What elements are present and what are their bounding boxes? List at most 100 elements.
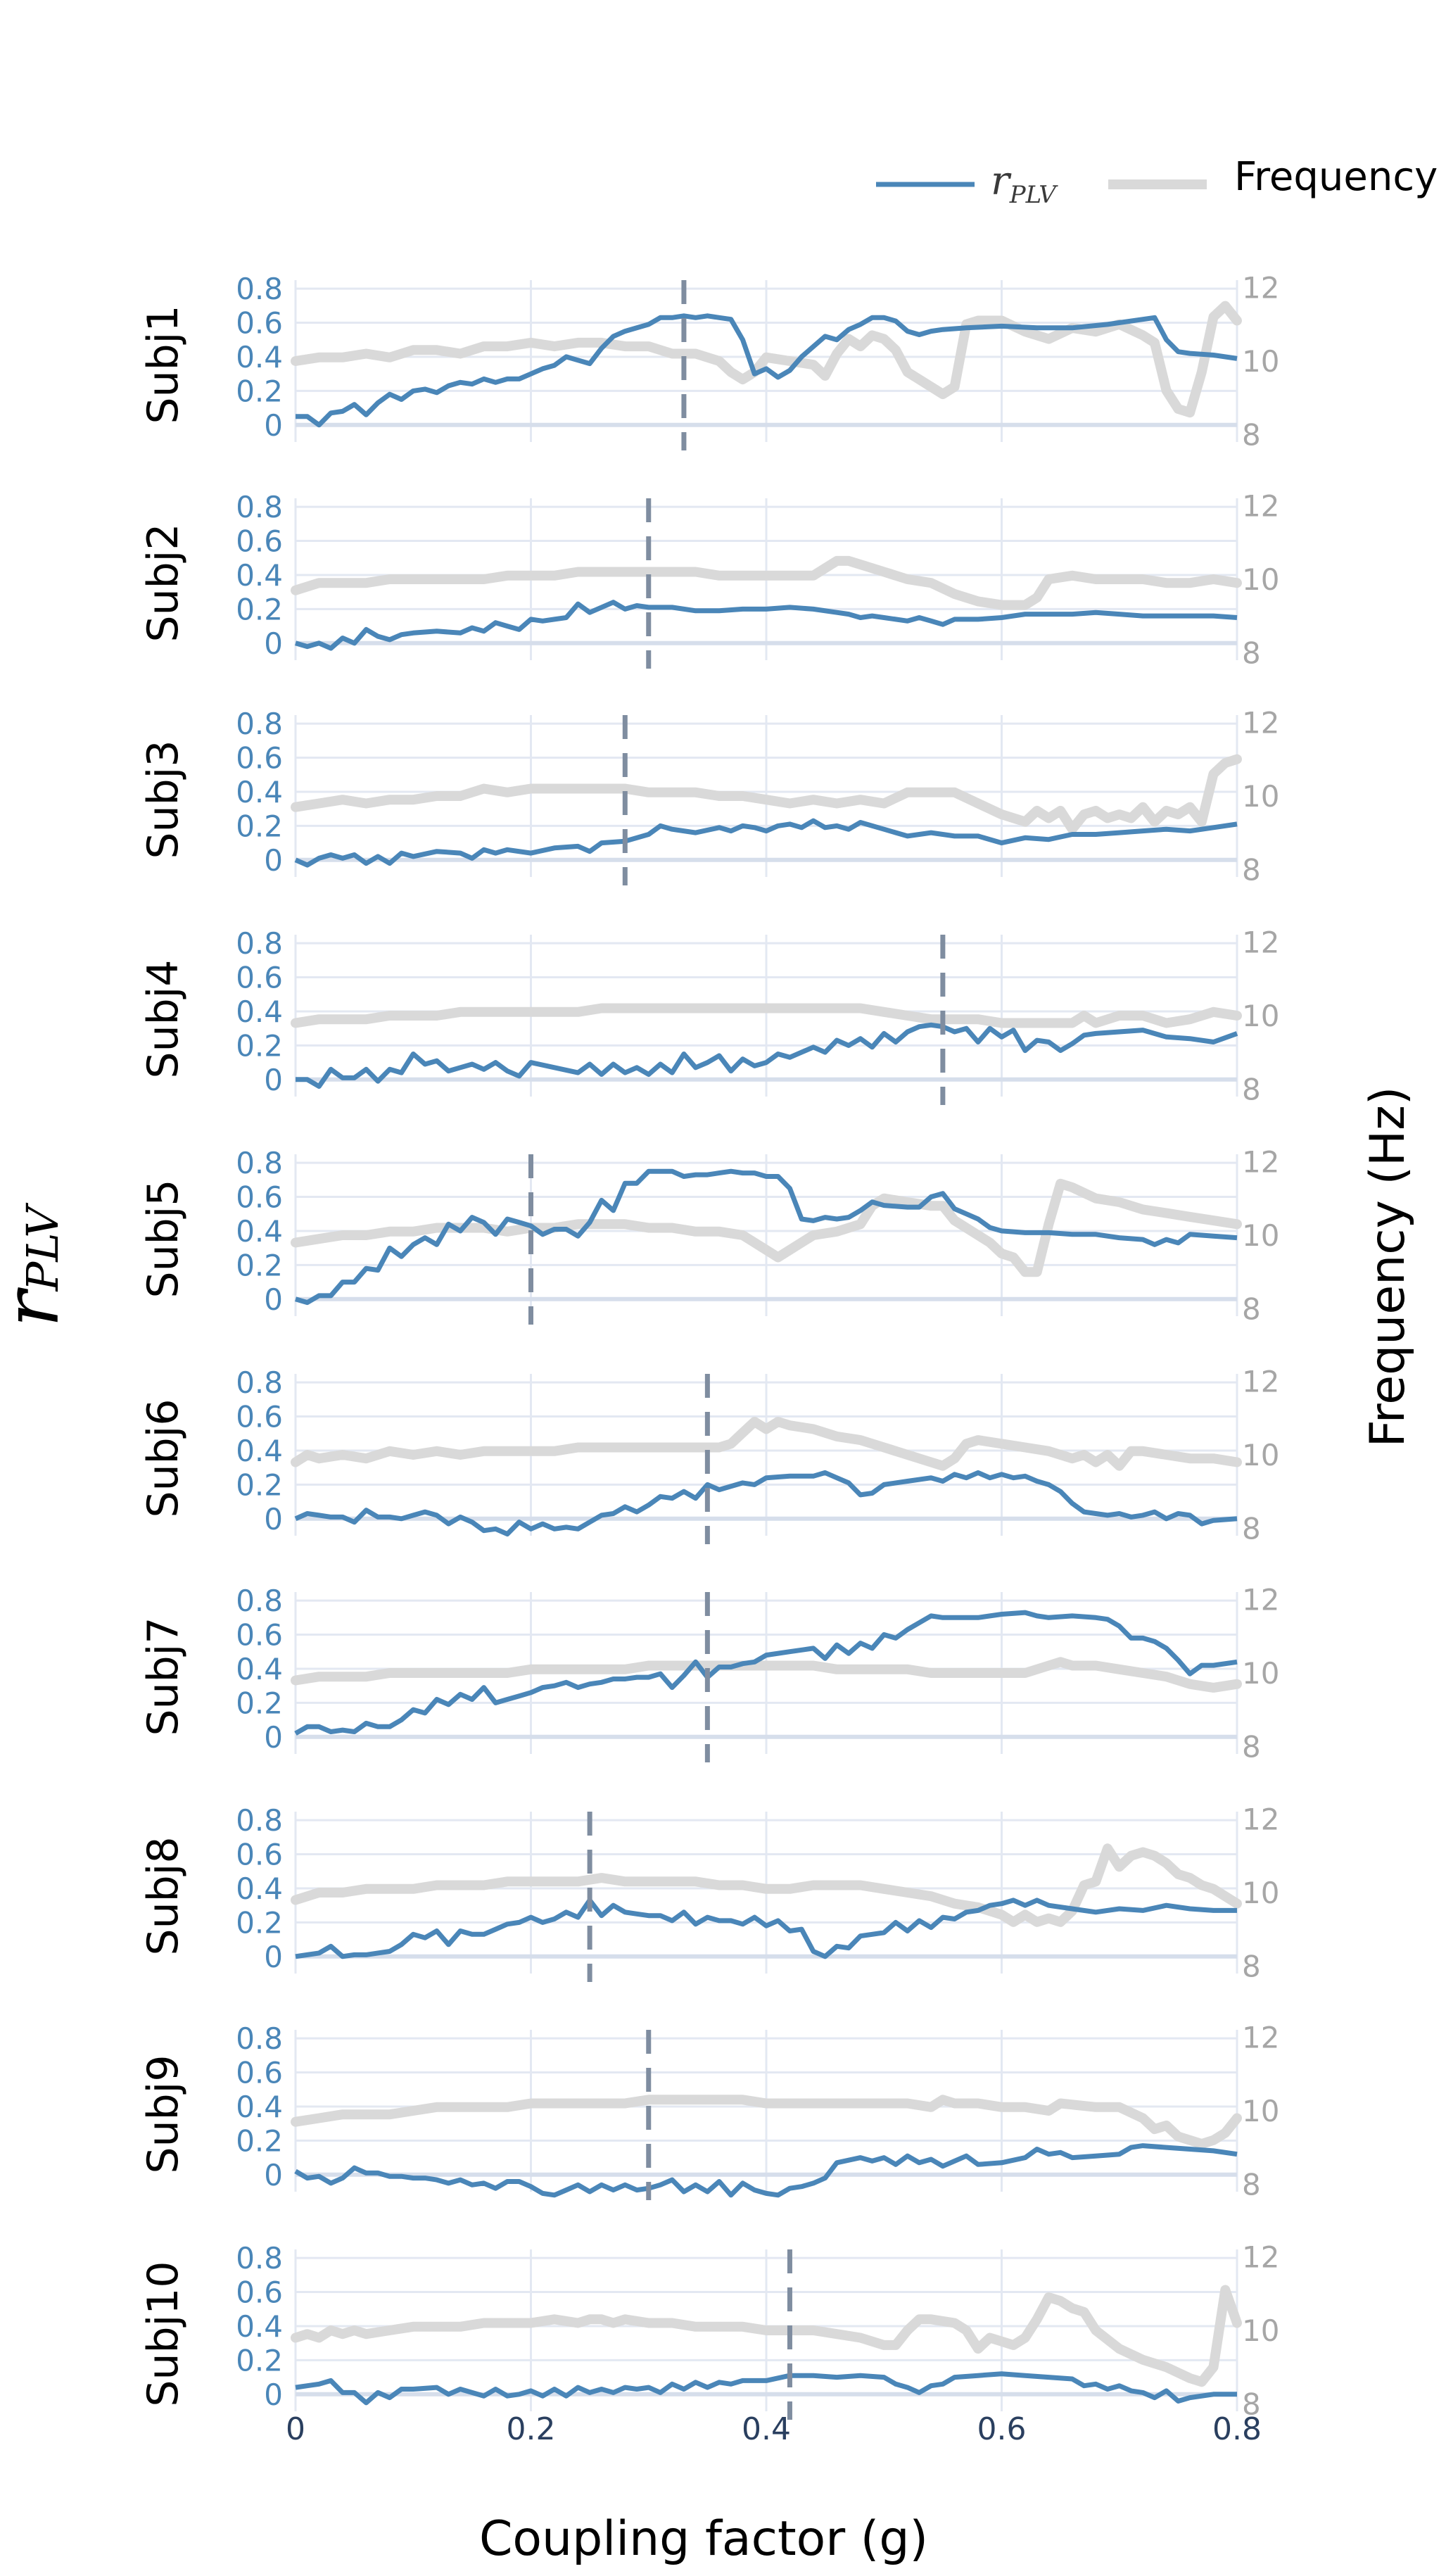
subplot-subj5: 00.20.40.60.8 8 10 12 Subj5 xyxy=(139,1144,1279,1326)
left-tick-label: 0.4 xyxy=(236,558,283,593)
left-tick-label: 0.2 xyxy=(236,1028,283,1063)
rplv-series-line xyxy=(294,1470,1238,1537)
x-tick-label: 0.4 xyxy=(742,2411,791,2447)
left-tick-label: 0 xyxy=(264,843,283,878)
subplot-subj7: 00.20.40.60.8 8 10 12 Subj7 xyxy=(139,1582,1279,1764)
left-tick-label: 0.2 xyxy=(236,2123,283,2158)
left-tick-label: 0.2 xyxy=(236,1905,283,1940)
left-tick-label: 0 xyxy=(264,1282,283,1317)
left-tick-label: 0.6 xyxy=(236,1400,283,1434)
right-tick-label: 10 xyxy=(1242,562,1279,597)
left-tick-label: 0.8 xyxy=(236,1803,283,1838)
rplv-series-line xyxy=(294,2143,1238,2198)
subplot-label: Subj8 xyxy=(139,1836,188,1955)
y-axis-right-title: Frequency (Hz) xyxy=(1360,1087,1416,1448)
right-tick-label: 12 xyxy=(1242,1582,1279,1617)
frequency-series-line xyxy=(291,2095,1242,2149)
frequency-series-line xyxy=(291,1657,1242,1693)
left-tick-label: 0.4 xyxy=(236,1214,283,1249)
left-tick-label: 0.8 xyxy=(236,490,283,524)
frequency-series-line xyxy=(291,2285,1242,2387)
left-tick-label: 0 xyxy=(264,2378,283,2412)
right-tick-label: 12 xyxy=(1242,2020,1279,2054)
subplot-subj8: 00.20.40.60.8 8 10 12 Subj8 xyxy=(139,1802,1279,1983)
right-tick-label: 10 xyxy=(1242,2094,1279,2128)
left-tick-label: 0 xyxy=(264,408,283,443)
subplot-subj6: 00.20.40.60.8 8 10 12 Subj6 xyxy=(139,1364,1279,1546)
subplot-label: Subj9 xyxy=(139,2054,188,2173)
rplv-series-line xyxy=(295,1898,1237,1959)
subplot-label: Subj7 xyxy=(139,1617,188,1736)
left-tick-label: 0.6 xyxy=(236,741,283,776)
right-tick-label: 8 xyxy=(1242,1730,1261,1764)
left-tick-label: 0 xyxy=(264,1940,283,1974)
subplot-subj3: 00.20.40.60.8 8 10 12 Subj3 xyxy=(139,705,1279,887)
frequency-series-line xyxy=(291,1178,1242,1277)
right-tick-label: 10 xyxy=(1242,999,1279,1033)
subplot-subj2: 00.20.40.60.8 8 10 12 Subj2 xyxy=(139,488,1279,670)
rplv-series-line xyxy=(295,600,1238,651)
x-tick-label: 0.2 xyxy=(507,2411,556,2447)
subplot-subj4: 00.20.40.60.8 8 10 12 Subj4 xyxy=(139,925,1279,1106)
right-tick-label: 8 xyxy=(1242,1292,1261,1327)
x-axis: 0 0.2 0.4 0.6 0.8 xyxy=(286,2411,1262,2447)
x-tick-label: 0.6 xyxy=(977,2411,1027,2447)
left-tick-label: 0.8 xyxy=(236,2241,283,2275)
left-tick-label: 0.2 xyxy=(236,374,283,408)
rplv-series-line xyxy=(294,1610,1238,1736)
left-tick-label: 0.8 xyxy=(236,1146,283,1180)
left-tick-label: 0.2 xyxy=(236,592,283,626)
right-tick-label: 12 xyxy=(1242,488,1279,523)
right-tick-label: 12 xyxy=(1242,1364,1279,1399)
left-tick-label: 0.8 xyxy=(236,2021,283,2056)
subplot-label: Subj10 xyxy=(139,2261,188,2406)
left-tick-label: 0.4 xyxy=(236,340,283,374)
x-tick-label: 0 xyxy=(286,2411,305,2447)
right-tick-label: 8 xyxy=(1242,1950,1261,1984)
left-tick-label: 0.8 xyxy=(236,1365,283,1400)
left-tick-label: 0.8 xyxy=(236,1584,283,1618)
legend: rPLV Frequency xyxy=(876,154,1438,209)
left-tick-label: 0 xyxy=(264,1063,283,1097)
subplot-label: Subj6 xyxy=(139,1399,188,1517)
left-tick-label: 0 xyxy=(264,1720,283,1755)
left-tick-label: 0.4 xyxy=(236,1871,283,1906)
right-tick-label: 10 xyxy=(1242,344,1279,379)
left-tick-label: 0.2 xyxy=(236,1686,283,1720)
right-tick-label: 10 xyxy=(1242,2313,1279,2348)
x-tick-label: 0.8 xyxy=(1212,2411,1262,2447)
left-tick-label: 0.2 xyxy=(236,2343,283,2378)
right-tick-label: 12 xyxy=(1242,1802,1279,1836)
rplv-series-line xyxy=(294,818,1238,868)
right-tick-label: 12 xyxy=(1242,270,1279,305)
left-tick-label: 0.4 xyxy=(236,775,283,809)
rplv-series-line xyxy=(295,2371,1237,2406)
subplot-panels: 00.20.40.60.881012Subj100.20.40.60.88101… xyxy=(139,270,1279,2421)
left-tick-label: 0 xyxy=(264,2158,283,2192)
subplot-label: Subj5 xyxy=(139,1179,188,1298)
left-tick-label: 0.6 xyxy=(236,1180,283,1215)
legend-rplv-label: rPLV xyxy=(991,158,1058,209)
rplv-series-line xyxy=(296,1022,1238,1089)
left-tick-label: 0.6 xyxy=(236,2275,283,2310)
left-tick-label: 0.8 xyxy=(236,707,283,741)
left-tick-label: 0.4 xyxy=(236,995,283,1029)
subplot-label: Subj2 xyxy=(139,523,188,642)
frequency-series-line xyxy=(291,1843,1242,1927)
subplot-subj9: 00.20.40.60.8 8 10 12 Subj9 xyxy=(139,2020,1279,2202)
right-tick-label: 8 xyxy=(1242,418,1261,453)
right-tick-label: 8 xyxy=(1242,2387,1261,2422)
left-tick-label: 0.6 xyxy=(236,2056,283,2090)
y-axis-left-title: rPLV xyxy=(0,1202,76,1327)
left-tick-label: 0.2 xyxy=(236,1467,283,1502)
frequency-series-line xyxy=(291,754,1242,834)
left-tick-label: 0.2 xyxy=(236,1248,283,1282)
right-tick-label: 8 xyxy=(1242,2168,1261,2202)
left-tick-label: 0.4 xyxy=(236,1434,283,1468)
right-tick-label: 8 xyxy=(1242,853,1261,888)
right-tick-label: 10 xyxy=(1242,1656,1279,1691)
rplv-series-line xyxy=(296,313,1238,428)
subplot-label: Subj1 xyxy=(139,305,188,424)
left-tick-label: 0.6 xyxy=(236,524,283,559)
